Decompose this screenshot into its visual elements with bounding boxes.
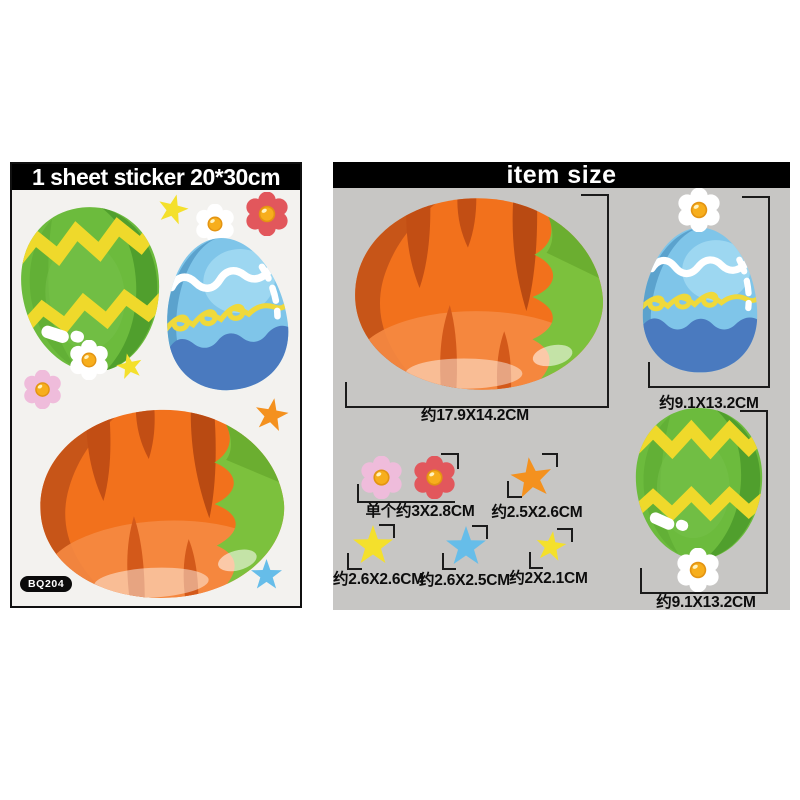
blue-egg-sticker bbox=[149, 226, 303, 401]
size-label-orange-star: 约2.5X2.6CM bbox=[491, 504, 583, 521]
corner-mark bbox=[507, 481, 522, 498]
sticker-sheet: BQ204 bbox=[12, 190, 300, 606]
measurement-frame bbox=[648, 196, 770, 388]
sheet-panel-header: 1 sheet sticker 20*30cm bbox=[12, 164, 300, 190]
corner-mark bbox=[472, 525, 488, 539]
size-panel-header: item size bbox=[333, 160, 790, 189]
corner-mark bbox=[442, 553, 456, 570]
pink-flower-icon bbox=[23, 370, 62, 409]
corner-mark bbox=[557, 528, 573, 542]
size-label-green-egg: 约9.1X13.2CM bbox=[656, 594, 756, 611]
size-label-blue-egg: 约9.1X13.2CM bbox=[659, 395, 759, 412]
size-panel-title: item size bbox=[506, 160, 617, 189]
item-size-panel: item size 约17.9X14.2CM 约9.1X13.2CM 单个约3X… bbox=[332, 160, 790, 611]
size-label-orange-egg: 约17.9X14.2CM bbox=[421, 407, 529, 424]
corner-mark bbox=[379, 524, 395, 538]
white-flower-icon bbox=[69, 340, 109, 380]
corner-mark bbox=[542, 453, 558, 467]
item-size-stage: 约17.9X14.2CM 约9.1X13.2CM 单个约3X2.8CM 约2.5… bbox=[332, 188, 790, 611]
blue-star-icon bbox=[250, 559, 283, 590]
measurement-frame bbox=[640, 410, 768, 594]
measurement-frame bbox=[345, 194, 609, 408]
size-label-blue-star: 约2.6X2.5CM bbox=[418, 572, 511, 589]
sheet-title: 1 sheet sticker 20*30cm bbox=[31, 163, 281, 190]
corner-mark bbox=[529, 552, 543, 569]
size-label-yellow-star: 约2.6X2.6CM bbox=[332, 571, 425, 588]
size-label-flowers: 单个约3X2.8CM bbox=[365, 503, 475, 520]
corner-mark bbox=[441, 453, 459, 469]
size-label-small-yellow-star: 约2X2.1CM bbox=[509, 570, 588, 587]
sticker-sheet-panel: 1 sheet sticker 20*30cm BQ204 bbox=[10, 162, 302, 608]
corner-mark bbox=[357, 484, 455, 503]
yellow-star-icon bbox=[154, 191, 192, 228]
yellow-star-small-icon bbox=[114, 350, 146, 381]
corner-mark bbox=[347, 553, 362, 570]
sku-badge: BQ204 bbox=[20, 576, 73, 592]
